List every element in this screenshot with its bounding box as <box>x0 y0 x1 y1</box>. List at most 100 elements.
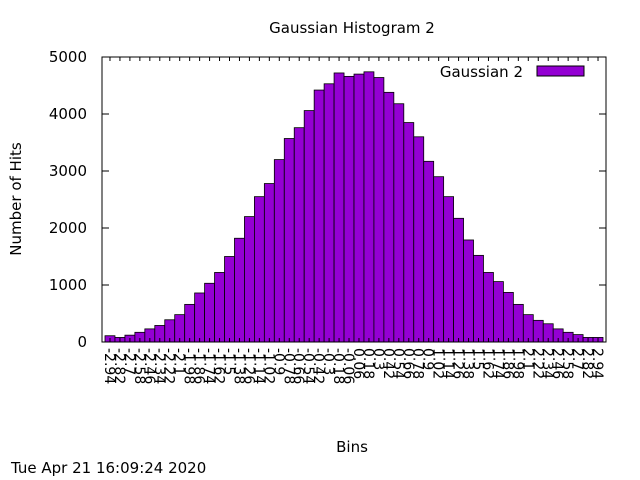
x-tick-label: 0.3 <box>370 348 386 370</box>
x-axis-label: Bins <box>336 438 368 456</box>
x-tick-label: 2.58 <box>559 348 575 379</box>
x-tick-label: -0.42 <box>310 348 326 384</box>
bar <box>343 75 355 343</box>
x-tick-label: 2.82 <box>579 348 595 379</box>
x-axis: -2.94-2.82-2.7-2.58-2.46-2.34-2.22-2.1-1… <box>101 57 605 384</box>
bar <box>463 239 474 343</box>
bars-group <box>104 71 604 343</box>
x-tick-label: 1.62 <box>479 348 495 379</box>
x-tick-label: -0.9 <box>270 348 286 375</box>
x-tick-label: 2.22 <box>529 348 545 379</box>
bar <box>204 282 215 343</box>
bar <box>214 272 225 343</box>
y-axis-label: Number of Hits <box>7 142 25 256</box>
y-axis: 0 1000 2000 3000 4000 5000 <box>49 48 606 351</box>
x-tick-label: -1.38 <box>230 348 246 384</box>
bar <box>323 83 335 343</box>
x-tick-label: -2.1 <box>171 348 187 375</box>
x-tick-label: -2.82 <box>111 348 127 384</box>
y-tick-label: 3000 <box>49 162 87 180</box>
x-tick-label: 1.26 <box>450 348 466 379</box>
x-tick-label: 0.18 <box>360 348 376 379</box>
x-tick-label: -1.5 <box>221 348 237 375</box>
x-tick-label: 0.54 <box>390 348 406 379</box>
x-tick-label: -0.78 <box>280 348 296 384</box>
bar <box>263 183 275 343</box>
x-tick-label: 1.38 <box>460 348 476 379</box>
bar <box>353 73 365 343</box>
x-tick-label: -1.98 <box>181 348 197 384</box>
x-tick-label: 2.46 <box>549 348 565 379</box>
bar <box>423 160 435 343</box>
bar <box>253 196 265 343</box>
x-tick-label: -0.18 <box>330 348 346 384</box>
plot-frame <box>101 56 607 343</box>
x-tick-label: -1.62 <box>211 348 227 384</box>
bar <box>363 71 375 343</box>
x-tick-label: 1.74 <box>489 348 505 379</box>
x-tick-label: 1.14 <box>440 348 456 379</box>
x-tick-label: 1.5 <box>470 348 486 370</box>
bar <box>303 110 315 343</box>
bar <box>473 254 484 343</box>
bar <box>393 103 405 343</box>
x-tick-label: 2.7 <box>569 348 585 370</box>
x-tick-label: -2.22 <box>161 348 177 384</box>
x-tick-label: 0.42 <box>380 348 396 379</box>
y-tick-label: 5000 <box>49 48 87 66</box>
x-tick-label: -2.46 <box>141 348 157 384</box>
chart-title: Gaussian Histogram 2 <box>269 19 435 37</box>
bar <box>373 77 385 343</box>
bar <box>333 72 345 343</box>
bar <box>313 89 325 343</box>
bar <box>184 303 196 343</box>
x-tick-label: -2.58 <box>131 348 147 384</box>
x-tick-label: -1.14 <box>250 348 266 384</box>
x-tick-label: 2.1 <box>519 348 535 370</box>
bar <box>234 237 245 343</box>
bar <box>493 281 504 343</box>
x-tick-label: 2.94 <box>589 348 605 379</box>
x-tick-label: -0.06 <box>340 348 356 384</box>
x-tick-label: 0.06 <box>350 348 366 379</box>
bar <box>443 196 455 343</box>
x-tick-label: -1.74 <box>201 348 217 384</box>
bar <box>433 176 445 343</box>
bar <box>383 91 395 343</box>
x-tick-label: -0.3 <box>320 348 336 375</box>
bar <box>522 314 534 343</box>
bar <box>174 314 186 343</box>
x-tick-label: 0.9 <box>420 348 436 370</box>
bar <box>194 292 205 343</box>
x-tick-label: 0.78 <box>410 348 426 379</box>
bar <box>512 303 524 343</box>
legend-label: Gaussian 2 <box>440 63 523 81</box>
x-tick-label: 1.86 <box>499 348 515 379</box>
bar <box>283 138 295 343</box>
y-tick-label: 2000 <box>49 219 87 237</box>
x-tick-label: -0.66 <box>290 348 306 384</box>
bar <box>244 216 255 343</box>
timestamp: Tue Apr 21 16:09:24 2020 <box>11 459 207 477</box>
x-tick-label: 0.66 <box>400 348 416 379</box>
bar <box>483 272 494 343</box>
x-tick-label: 1.02 <box>430 348 446 379</box>
x-tick-label: -2.34 <box>151 348 167 384</box>
x-tick-label: -2.94 <box>101 348 117 384</box>
bar <box>224 256 235 343</box>
y-tick-label: 0 <box>77 333 87 351</box>
x-tick-label: -1.86 <box>191 348 207 384</box>
x-tick-label: 1.98 <box>509 348 525 379</box>
x-tick-label: -0.54 <box>300 348 316 384</box>
x-tick-label: 2.34 <box>539 348 555 379</box>
bar <box>502 292 514 343</box>
bar <box>293 127 305 343</box>
y-tick-label: 1000 <box>49 276 87 294</box>
x-tick-label: -1.26 <box>240 348 256 384</box>
bar <box>403 122 415 343</box>
bar <box>413 136 425 343</box>
x-tick-label: -2.7 <box>121 348 137 375</box>
bar <box>273 159 285 343</box>
y-tick-label: 4000 <box>49 105 87 123</box>
